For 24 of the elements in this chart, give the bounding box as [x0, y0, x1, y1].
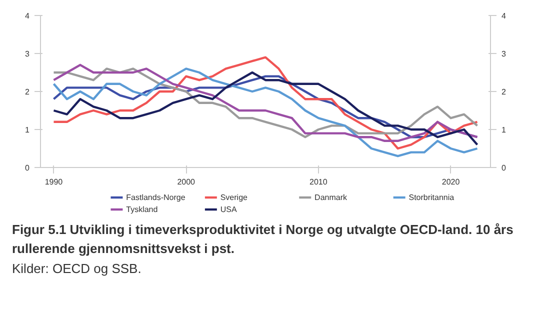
- x-tick-label: 1990: [44, 178, 64, 186]
- legend-label: Storbritannia: [408, 193, 455, 202]
- legend-label: Sverige: [220, 193, 248, 202]
- x-tick-label: 2000: [177, 178, 196, 186]
- y2-tick-label: 3: [502, 50, 506, 58]
- y-tick-label: 3: [25, 50, 30, 58]
- text: Figur 5.1 Utvikling i timeverksproduktivitet i Norge og utvalgte OECD-land. 10 års rullerende gjennomsnittsvekst i pst.: [12, 221, 514, 258]
- text: Kilder: OECD og SSB.: [12, 260, 142, 278]
- legend-label: Danmark: [314, 193, 348, 202]
- x-tick-label: 2010: [310, 178, 328, 186]
- y-tick-label: 0: [25, 164, 30, 172]
- y2-tick-label: 0: [502, 164, 506, 172]
- legend-label: Fastlands-Norge: [126, 193, 186, 202]
- y-tick-label: 2: [25, 88, 30, 96]
- line-series: [52, 56, 478, 150]
- y2-tick-label: 1: [502, 126, 506, 134]
- y-tick-label: 1: [25, 126, 30, 134]
- y2-tick-label: 2: [502, 88, 506, 96]
- y-tick-label: 4: [25, 12, 30, 20]
- y2-tick-label: 4: [502, 12, 506, 20]
- legend-label: USA: [220, 205, 238, 214]
- x-tick-label: 2020: [442, 178, 460, 186]
- line-series: [52, 68, 478, 158]
- legend-label: Tyskland: [126, 205, 158, 214]
